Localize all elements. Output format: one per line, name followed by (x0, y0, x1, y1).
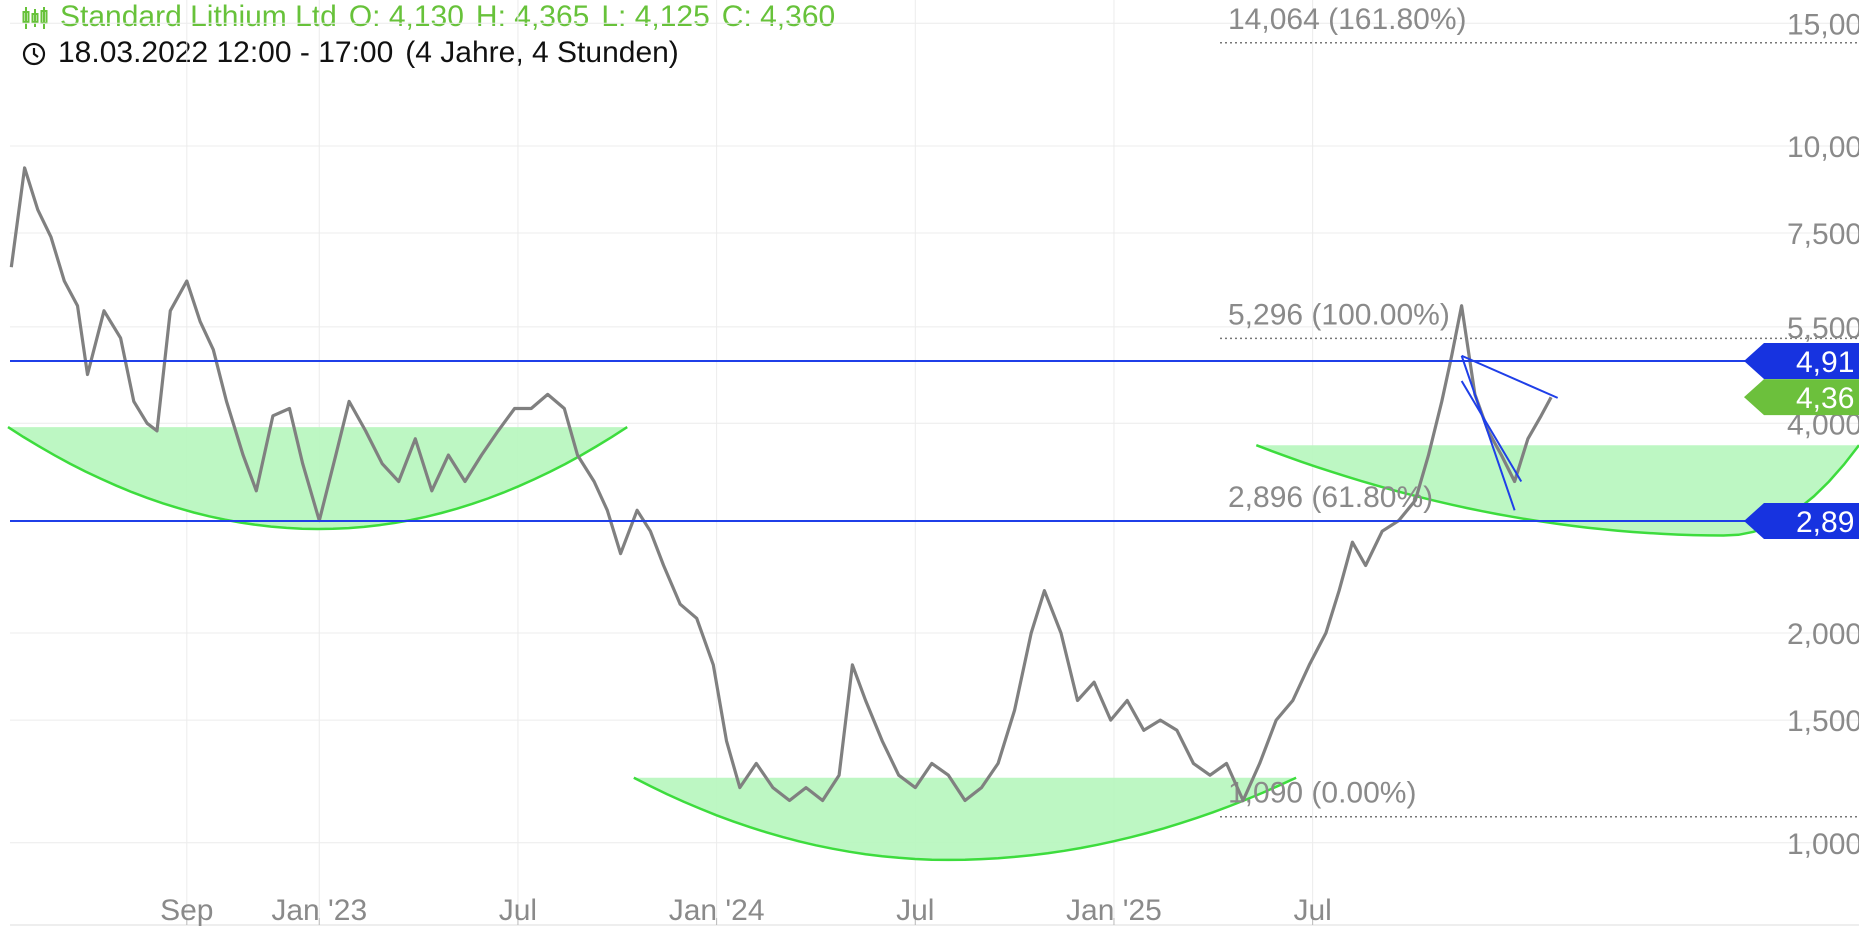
fib-label-1: 5,296 (100.00%) (1228, 298, 1450, 331)
candlestick-icon (22, 0, 48, 33)
last-price-tag-label: 4,36 (1796, 382, 1854, 415)
y-axis: 1,0001,5002,0004,0005,5007,50010,00015,0… (1787, 8, 1859, 860)
y-tick-label-6: 10,000 (1787, 131, 1859, 164)
instrument-name: Standard Lithium Ltd (60, 0, 337, 33)
zone-fill-2 (1256, 445, 1859, 536)
fib-label-2: 2,896 (61.80%) (1228, 481, 1433, 514)
x-tick-label-0: Sep (160, 894, 213, 927)
last-price-tag-shape (1744, 379, 1859, 416)
level-tag-0-label: 4,91 (1796, 346, 1854, 379)
price-series (9, 166, 1553, 803)
y-tick-label-7: 15,000 (1787, 8, 1859, 41)
level-tag-1-shape (1744, 502, 1859, 539)
level-tag-1-label: 2,89 (1796, 506, 1854, 539)
wedge-line-upper (1461, 354, 1559, 399)
level-tag-0-shape (1744, 342, 1859, 379)
y-tick-label-4: 5,500 (1787, 312, 1859, 345)
fib-label-3: 1,090 (0.00%) (1228, 777, 1416, 810)
zone-fill-1 (633, 777, 1297, 860)
open-value: O: 4,130 (348, 0, 464, 33)
y-tick-label-0: 1,000 (1787, 828, 1859, 861)
x-tick-label-2: Jul (499, 894, 537, 927)
high-value: H: 4,365 (475, 0, 590, 33)
x-tick-label-5: Jan '25 (1066, 894, 1162, 927)
zone-arc-0 (7, 426, 628, 531)
price-tags: 4,914,36 2,89 (1744, 342, 1859, 539)
fibonacci-levels: 14,064 (161.80%) 5,296 (100.00%) 2,896 (61… (1220, 3, 1859, 818)
wedge-line-lower (1460, 355, 1516, 511)
x-tick-label-1: Jan '23 (271, 894, 367, 927)
y-tick-label-2: 2,000 (1787, 618, 1859, 651)
zone-arc-1 (633, 776, 1297, 862)
period-header: 18.03.2022 12:00 - 17:00 (4 Jahre, 4 Stun… (22, 36, 691, 70)
wedge-line-inner (1460, 380, 1523, 482)
cup-zones (7, 426, 1859, 862)
price-line (9, 166, 1553, 803)
instrument-header: Standard Lithium Ltd O: 4,130 H: 4,365 L: 4… (22, 0, 847, 34)
x-tick-label-3: Jan '24 (669, 894, 765, 927)
x-axis: Sep Jan '23 Jul Jan '24 Jul Jan '25 Jul (10, 894, 1859, 927)
close-value: C: 4,360 (721, 0, 836, 33)
range-text: (4 Jahre, 4 Stunden) (405, 36, 679, 69)
wedge-pattern (1460, 354, 1559, 511)
fib-label-0: 14,064 (161.80%) (1228, 3, 1467, 36)
x-tick-label-6: Jul (1293, 894, 1331, 927)
low-value: L: 4,125 (601, 0, 710, 33)
y-tick-label-5: 7,500 (1787, 218, 1859, 251)
y-tick-label-1: 1,500 (1787, 705, 1859, 738)
clock-icon (22, 36, 46, 69)
x-tick-label-4: Jul (896, 894, 934, 927)
horizontal-levels (10, 359, 1859, 522)
period-text: 18.03.2022 12:00 - 17:00 (58, 36, 394, 69)
